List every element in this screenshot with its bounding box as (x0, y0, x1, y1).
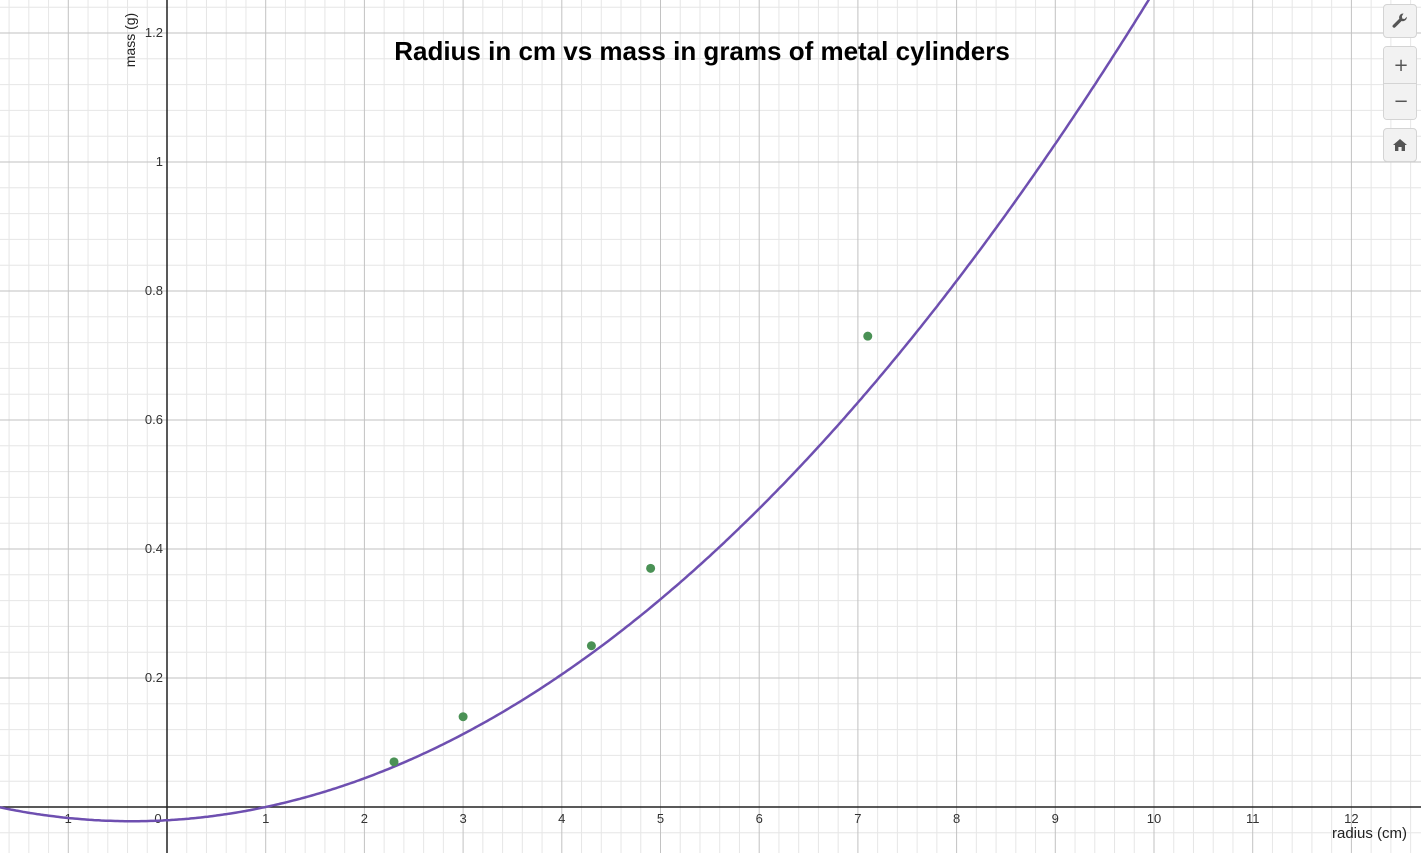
x-axis-label: radius (cm) (1331, 825, 1407, 842)
data-points-layer (389, 331, 873, 767)
data-point[interactable] (389, 757, 399, 767)
y-axis-label: mass (g) (122, 12, 138, 68)
data-point[interactable] (646, 563, 656, 573)
plus-icon[interactable]: + (1384, 47, 1416, 83)
chart-title: Radius in cm vs mass in grams of metal c… (394, 36, 1010, 66)
x-tick-label: 2 (361, 811, 368, 826)
data-point[interactable] (863, 331, 873, 341)
x-tick-label: 3 (459, 811, 466, 826)
home-icon[interactable] (1383, 128, 1417, 162)
y-tick-label: 1.2 (145, 25, 163, 40)
home-icon-graphic (1393, 139, 1407, 151)
x-tick-label: 6 (756, 811, 763, 826)
x-tick-label: 8 (953, 811, 960, 826)
y-tick-label: 1 (156, 154, 163, 169)
wrench-icon-graphic (1392, 13, 1407, 28)
data-point[interactable] (458, 712, 468, 722)
x-tick-label: 1 (262, 811, 269, 826)
data-point[interactable] (586, 641, 596, 651)
y-tick-label: 0.2 (145, 670, 163, 685)
x-tick-label: 4 (558, 811, 565, 826)
minus-icon[interactable]: − (1384, 83, 1416, 119)
y-tick-label: 0.4 (145, 541, 163, 556)
y-tick-label: 0.6 (145, 412, 163, 427)
fit-curve-line (0, 0, 1151, 823)
wrench-icon[interactable] (1383, 4, 1417, 38)
x-tick-label: 7 (854, 811, 861, 826)
x-tick-label: 10 (1147, 811, 1161, 826)
x-tick-label: 5 (657, 811, 664, 826)
x-tick-label: 0 (154, 811, 161, 826)
x-tick-label: 11 (1246, 811, 1260, 826)
tick-labels: 1 0 1 2 3 4 5 6 7 8 9 10 11 120.20.40.60.811.2 (65, 25, 1359, 826)
graph-toolbar: + − (1383, 4, 1417, 162)
x-tick-label: 12 (1344, 811, 1358, 826)
y-tick-label: 0.8 (145, 283, 163, 298)
fit-curve-layer (0, 0, 1151, 823)
x-tick-label: 9 (1052, 811, 1059, 826)
zoom-controls: + − (1383, 46, 1417, 120)
